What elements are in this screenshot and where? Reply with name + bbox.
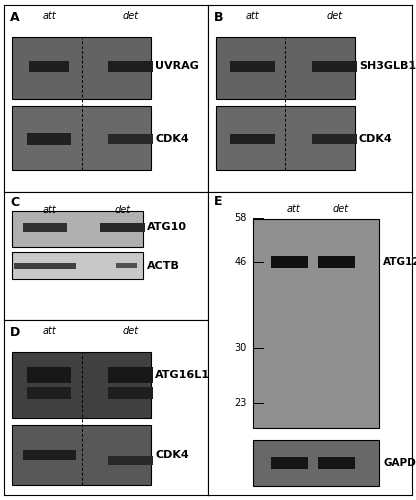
Text: A: A [10, 10, 20, 24]
Bar [108, 456, 153, 465]
Bar [108, 387, 153, 399]
Bar [253, 440, 379, 486]
Text: det: det [122, 10, 139, 20]
Bar [318, 457, 355, 469]
Bar [22, 450, 76, 460]
Bar [12, 425, 151, 484]
Text: att: att [246, 10, 260, 20]
Text: 58: 58 [234, 213, 247, 223]
Text: 30: 30 [235, 343, 247, 353]
Text: SH3GLB1: SH3GLB1 [359, 62, 416, 72]
Bar [27, 367, 72, 383]
Bar [271, 256, 308, 268]
Text: GAPDH: GAPDH [383, 458, 416, 468]
Text: CDK4: CDK4 [155, 134, 189, 144]
Bar [108, 367, 153, 383]
Text: ACTB: ACTB [147, 261, 180, 271]
Bar [15, 262, 76, 269]
Text: CDK4: CDK4 [359, 134, 393, 144]
Bar [12, 352, 151, 418]
Bar [108, 134, 153, 144]
Bar [253, 220, 379, 428]
Bar [312, 62, 357, 72]
Bar [116, 264, 136, 268]
Text: det: det [332, 204, 349, 214]
Bar [22, 223, 67, 232]
Bar [12, 37, 151, 98]
Text: ATG16L1: ATG16L1 [155, 370, 210, 380]
Bar [216, 37, 355, 98]
Text: C: C [10, 196, 20, 209]
Text: E: E [214, 195, 223, 208]
Bar [12, 212, 143, 248]
Bar [230, 134, 275, 144]
Text: ATG10: ATG10 [147, 222, 187, 232]
Text: det: det [326, 10, 342, 20]
Bar [100, 223, 145, 232]
Bar [271, 457, 308, 469]
Text: att: att [42, 326, 56, 336]
Text: UVRAG: UVRAG [155, 62, 199, 72]
Bar [12, 106, 151, 170]
Text: ATG12–ATG5: ATG12–ATG5 [383, 257, 416, 267]
Text: D: D [10, 326, 20, 338]
Text: att: att [42, 205, 56, 215]
Text: det: det [114, 205, 131, 215]
Text: det: det [122, 326, 139, 336]
Bar [230, 62, 275, 72]
Bar [216, 106, 355, 170]
Bar [318, 256, 355, 268]
Bar [27, 387, 72, 399]
Text: CDK4: CDK4 [155, 450, 189, 460]
Text: B: B [214, 10, 224, 24]
Text: 23: 23 [234, 398, 247, 407]
Bar [12, 252, 143, 280]
Text: 46: 46 [235, 257, 247, 267]
Bar [108, 62, 153, 72]
Bar [312, 134, 357, 144]
Text: att: att [287, 204, 300, 214]
Text: att: att [42, 10, 56, 20]
Bar [27, 134, 72, 144]
Bar [29, 62, 69, 72]
